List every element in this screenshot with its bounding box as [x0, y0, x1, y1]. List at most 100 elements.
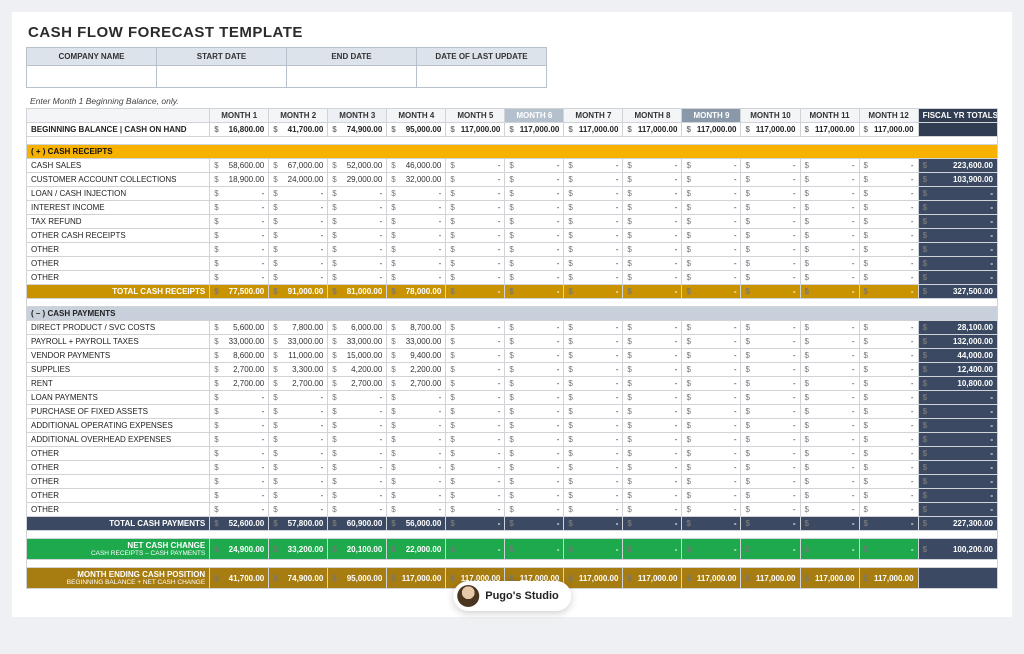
- data-cell[interactable]: $-: [800, 489, 859, 503]
- data-cell[interactable]: $-: [623, 173, 682, 187]
- data-cell[interactable]: $-: [741, 159, 800, 173]
- data-cell[interactable]: $-: [564, 391, 623, 405]
- data-cell[interactable]: $-: [800, 335, 859, 349]
- data-cell[interactable]: $8,600.00: [210, 349, 269, 363]
- data-cell[interactable]: $-: [682, 475, 741, 489]
- data-cell[interactable]: $-: [859, 335, 918, 349]
- data-cell[interactable]: $-: [446, 335, 505, 349]
- data-cell[interactable]: $-: [564, 321, 623, 335]
- data-cell[interactable]: $-: [210, 419, 269, 433]
- data-cell[interactable]: $-: [387, 201, 446, 215]
- data-cell[interactable]: $-: [741, 475, 800, 489]
- data-cell[interactable]: $3,300.00: [269, 363, 328, 377]
- data-cell[interactable]: $-: [328, 257, 387, 271]
- data-cell[interactable]: $-: [505, 215, 564, 229]
- data-cell[interactable]: $-: [623, 243, 682, 257]
- data-cell[interactable]: $-: [800, 433, 859, 447]
- data-cell[interactable]: $2,700.00: [210, 363, 269, 377]
- data-cell[interactable]: $-: [269, 215, 328, 229]
- beginning-balance-cell[interactable]: $117,000.00: [800, 123, 859, 137]
- data-cell[interactable]: $-: [269, 503, 328, 517]
- data-cell[interactable]: $-: [623, 271, 682, 285]
- data-cell[interactable]: $-: [800, 215, 859, 229]
- data-cell[interactable]: $-: [564, 229, 623, 243]
- data-cell[interactable]: $-: [505, 447, 564, 461]
- data-cell[interactable]: $-: [682, 447, 741, 461]
- data-cell[interactable]: $-: [682, 391, 741, 405]
- data-cell[interactable]: $-: [800, 271, 859, 285]
- data-cell[interactable]: $-: [505, 159, 564, 173]
- data-cell[interactable]: $-: [328, 215, 387, 229]
- data-cell[interactable]: $-: [328, 489, 387, 503]
- data-cell[interactable]: $-: [623, 377, 682, 391]
- data-cell[interactable]: $-: [387, 475, 446, 489]
- data-cell[interactable]: $-: [387, 461, 446, 475]
- data-cell[interactable]: $-: [328, 391, 387, 405]
- data-cell[interactable]: $-: [446, 405, 505, 419]
- beginning-balance-cell[interactable]: $117,000.00: [446, 123, 505, 137]
- data-cell[interactable]: $46,000.00: [387, 159, 446, 173]
- data-cell[interactable]: $-: [623, 159, 682, 173]
- data-cell[interactable]: $-: [446, 349, 505, 363]
- data-cell[interactable]: $-: [682, 159, 741, 173]
- beginning-balance-cell[interactable]: $16,800.00: [210, 123, 269, 137]
- data-cell[interactable]: $-: [564, 405, 623, 419]
- data-cell[interactable]: $-: [682, 335, 741, 349]
- data-cell[interactable]: $-: [623, 257, 682, 271]
- data-cell[interactable]: $-: [269, 461, 328, 475]
- data-cell[interactable]: $-: [328, 229, 387, 243]
- data-cell[interactable]: $-: [859, 349, 918, 363]
- data-cell[interactable]: $-: [387, 489, 446, 503]
- data-cell[interactable]: $-: [564, 461, 623, 475]
- data-cell[interactable]: $-: [859, 243, 918, 257]
- data-cell[interactable]: $-: [446, 475, 505, 489]
- data-cell[interactable]: $-: [623, 391, 682, 405]
- data-cell[interactable]: $-: [269, 447, 328, 461]
- data-cell[interactable]: $-: [505, 363, 564, 377]
- data-cell[interactable]: $-: [505, 489, 564, 503]
- data-cell[interactable]: $5,600.00: [210, 321, 269, 335]
- data-cell[interactable]: $-: [564, 447, 623, 461]
- data-cell[interactable]: $-: [505, 335, 564, 349]
- data-cell[interactable]: $-: [446, 243, 505, 257]
- data-cell[interactable]: $-: [387, 447, 446, 461]
- data-cell[interactable]: $-: [800, 349, 859, 363]
- data-cell[interactable]: $-: [505, 271, 564, 285]
- data-cell[interactable]: $-: [800, 257, 859, 271]
- data-cell[interactable]: $-: [859, 229, 918, 243]
- data-cell[interactable]: $2,700.00: [387, 377, 446, 391]
- data-cell[interactable]: $-: [741, 461, 800, 475]
- data-cell[interactable]: $67,000.00: [269, 159, 328, 173]
- data-cell[interactable]: $-: [505, 391, 564, 405]
- data-cell[interactable]: $-: [446, 433, 505, 447]
- data-cell[interactable]: $-: [682, 229, 741, 243]
- data-cell[interactable]: $-: [269, 405, 328, 419]
- data-cell[interactable]: $-: [328, 447, 387, 461]
- data-cell[interactable]: $-: [623, 405, 682, 419]
- data-cell[interactable]: $-: [741, 201, 800, 215]
- data-cell[interactable]: $2,700.00: [210, 377, 269, 391]
- data-cell[interactable]: $-: [387, 433, 446, 447]
- data-cell[interactable]: $-: [800, 419, 859, 433]
- data-cell[interactable]: $-: [564, 187, 623, 201]
- data-cell[interactable]: $-: [623, 201, 682, 215]
- data-cell[interactable]: $-: [446, 229, 505, 243]
- data-cell[interactable]: $-: [269, 475, 328, 489]
- data-cell[interactable]: $-: [564, 489, 623, 503]
- data-cell[interactable]: $-: [682, 433, 741, 447]
- data-cell[interactable]: $-: [741, 405, 800, 419]
- data-cell[interactable]: $-: [210, 503, 269, 517]
- data-cell[interactable]: $-: [446, 173, 505, 187]
- data-cell[interactable]: $-: [328, 419, 387, 433]
- data-cell[interactable]: $2,700.00: [328, 377, 387, 391]
- data-cell[interactable]: $-: [859, 433, 918, 447]
- data-cell[interactable]: $-: [328, 201, 387, 215]
- data-cell[interactable]: $-: [564, 349, 623, 363]
- data-cell[interactable]: $-: [387, 187, 446, 201]
- data-cell[interactable]: $-: [741, 419, 800, 433]
- data-cell[interactable]: $-: [800, 503, 859, 517]
- data-cell[interactable]: $-: [564, 433, 623, 447]
- data-cell[interactable]: $-: [505, 229, 564, 243]
- data-cell[interactable]: $-: [387, 419, 446, 433]
- data-cell[interactable]: $-: [269, 419, 328, 433]
